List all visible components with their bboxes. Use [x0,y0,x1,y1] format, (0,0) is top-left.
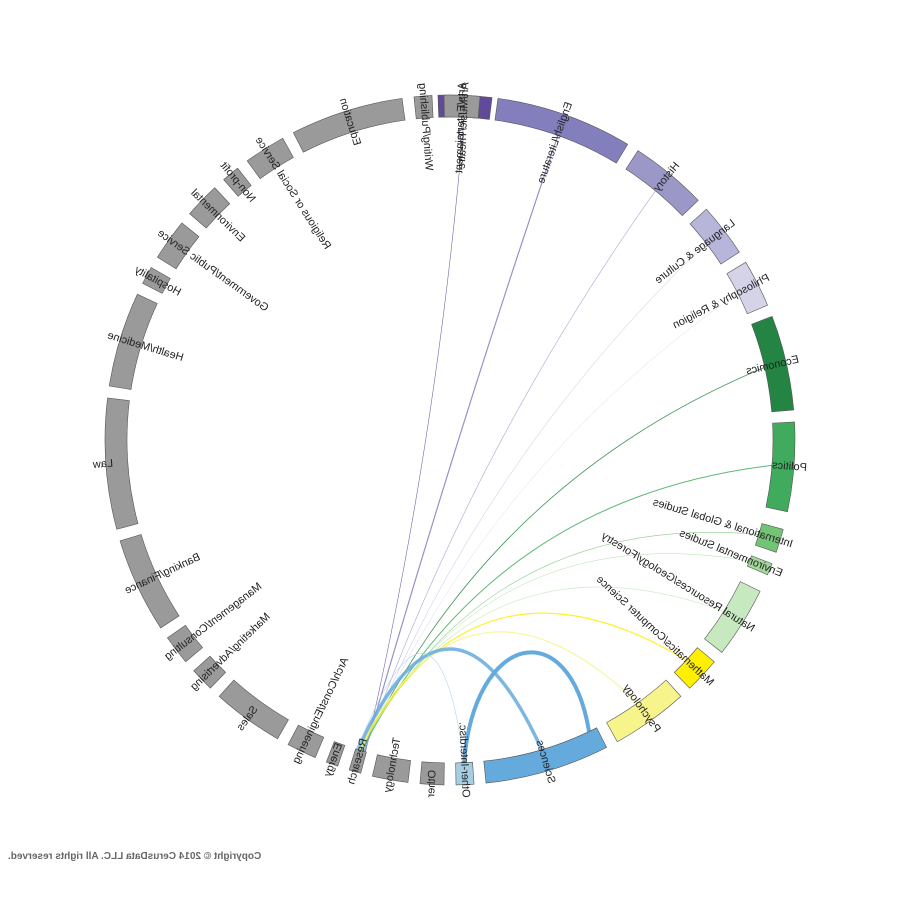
ribbon-economics-to-research [361,366,765,752]
major-label-natural-resources-geology-forestry: Natural Resources/Geology/Forestry [599,530,757,635]
major-segment-english-literature[interactable] [494,98,629,164]
career-segment-banking-finance[interactable] [119,534,180,629]
career-segment-government-public-service[interactable] [157,222,200,270]
career-label-law: Law [92,457,113,470]
ribbon-sciences-to-research [356,647,544,751]
career-label-arts-entertainment: Arts/Entertainment [453,82,468,173]
major-segment-history[interactable] [625,150,699,217]
major-segment-other-interdisc[interactable] [455,761,475,786]
ribbon-layer [356,117,773,763]
career-label-government-public-service: Government/Public Service [155,227,270,314]
major-segment-economics[interactable] [751,315,795,413]
career-segment-environmental[interactable] [189,187,231,229]
major-label-art-music-theatre: Art/Music/Theatre [456,82,472,169]
segment-layer [104,94,796,786]
career-label-other: Other [425,770,438,798]
career-segment-technology[interactable] [372,754,411,783]
career-segment-non-profit[interactable] [223,167,252,197]
career-segment-religious-or-social-service[interactable] [246,137,294,180]
ribbon-psychology-to-research [357,631,638,751]
major-segment-psychology[interactable] [606,679,682,743]
career-segment-writing-publishing[interactable] [413,95,434,120]
major-segment-mathematics-computer-science[interactable] [673,647,715,689]
career-label-research: Research [345,737,370,786]
ribbon-sciences-loop [462,650,592,763]
ribbon-philosophy-religion-to-research [362,293,738,752]
career-segment-health-medicine[interactable] [108,293,158,390]
career-segment-law[interactable] [104,397,139,530]
major-segment-environmental-studies[interactable] [746,555,773,576]
major-segment-philosophy-religion[interactable] [726,261,768,315]
ribbon-international-global-studies-to-research [360,532,759,751]
career-segment-research[interactable] [348,748,367,774]
copyright-notice: Copyright © 2014 CerusData LLC. All righ… [8,851,262,862]
career-label-management-consulting: Management/Consulting [162,581,264,663]
major-segment-language-culture[interactable] [689,208,740,265]
career-label-energy: Energy [322,742,345,779]
ribbon-other-interdisc-to-research [356,653,465,763]
ribbon-language-culture-to-research [363,243,707,752]
career-segment-education[interactable] [292,98,406,153]
career-label-hospitality: Hospitality [132,264,183,299]
ribbon-history-to-research [363,190,656,752]
career-label-religious-or-social-service: Religious or Social Service [253,135,333,252]
major-segment-sciences[interactable] [483,727,608,784]
career-segment-hospitality[interactable] [142,267,171,294]
career-segment-sales[interactable] [218,679,289,740]
career-segment-other[interactable] [419,761,445,786]
major-segment-international-global-studies[interactable] [755,523,784,553]
career-segment-management-consulting[interactable] [166,624,203,663]
major-label-other-interdisc: Other-Interdisc. [456,722,471,798]
ribbon-natural-resources-geology-forestry-to-research [359,586,725,751]
career-segment-arts-entertainment[interactable] [443,94,481,119]
major-segment-natural-resources-geology-forestry[interactable] [704,581,761,653]
career-segment-energy[interactable] [325,741,346,767]
career-segment-marketing-advertising[interactable] [193,655,227,689]
ribbon-mathematics-computer-science-to-research [358,612,687,751]
career-segment-arch-const-engineering[interactable] [287,724,325,758]
major-segment-politics[interactable] [765,421,796,513]
major-label-politics: Politics [771,459,807,474]
ribbon-english-literature-to-research [364,135,559,752]
ribbon-art-music-theatre-to-research [365,117,465,752]
